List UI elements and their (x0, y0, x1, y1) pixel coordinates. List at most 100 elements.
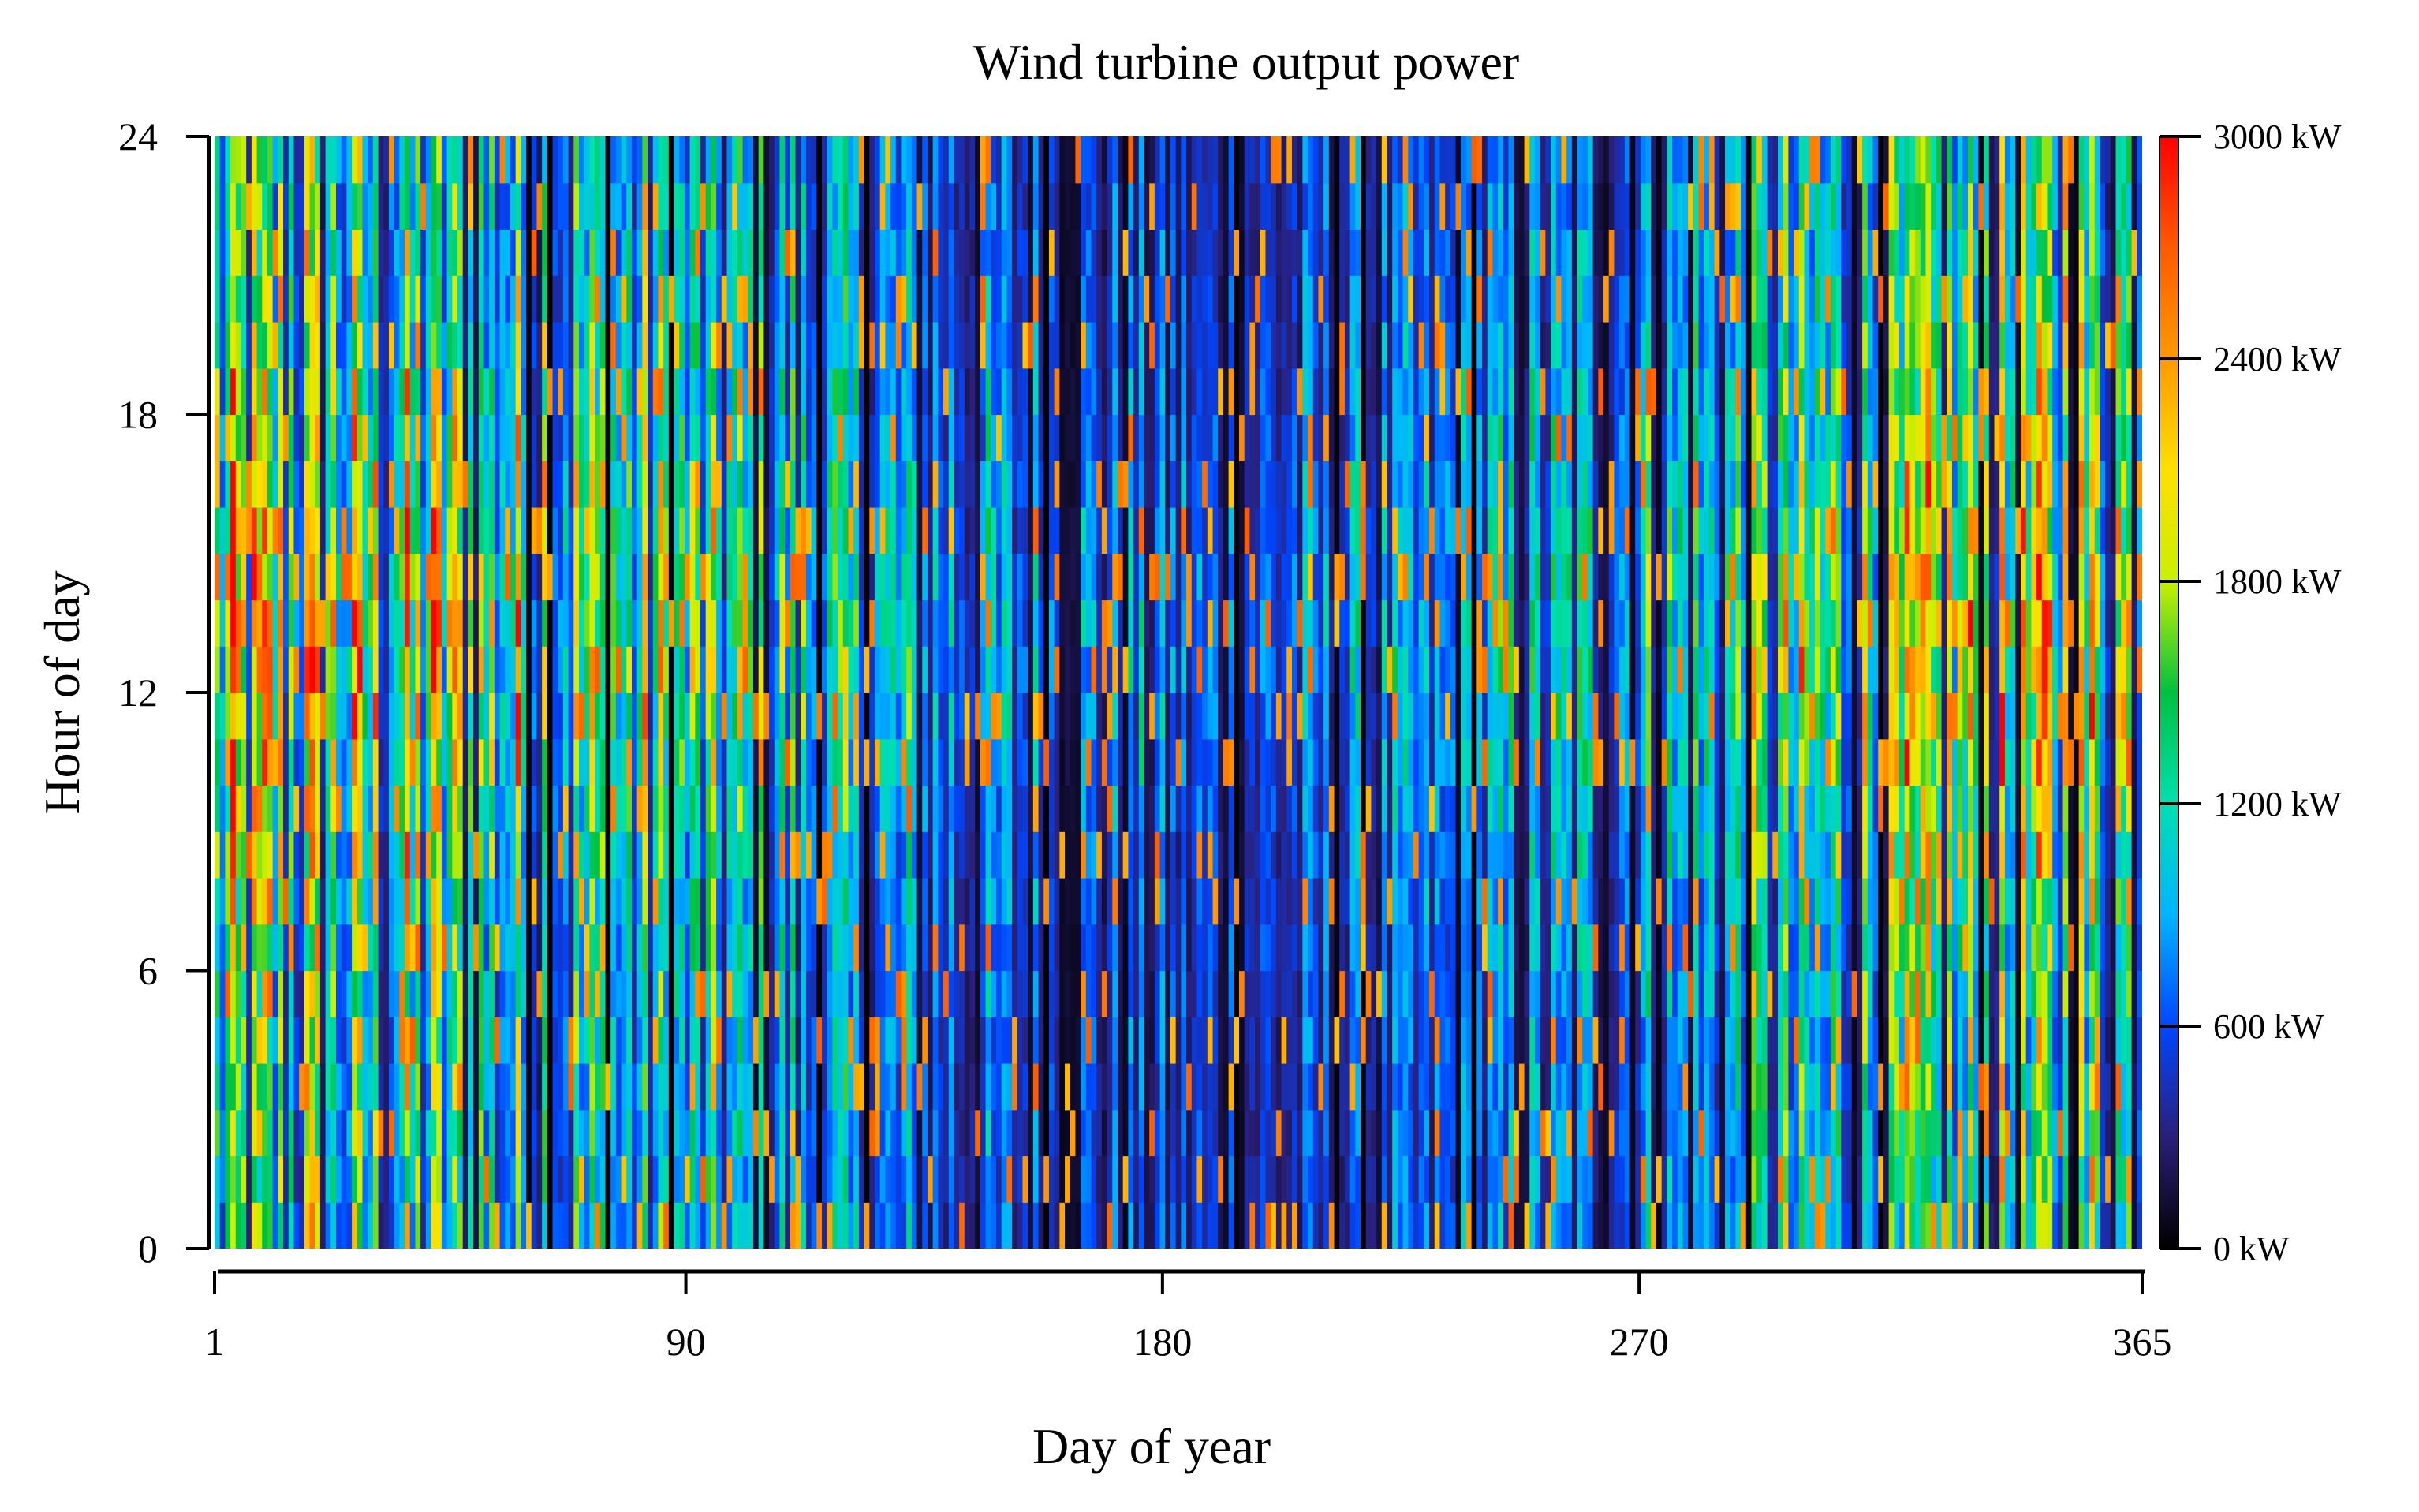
heatmap-cell (372, 785, 379, 832)
heatmap-cell (526, 275, 532, 323)
heatmap-cell (1070, 1063, 1077, 1111)
heatmap-cell (1101, 275, 1108, 323)
heatmap-cell (1017, 646, 1024, 693)
heatmap-cell (394, 785, 400, 832)
heatmap-cell (568, 1202, 574, 1249)
heatmap-cell (1275, 553, 1282, 601)
heatmap-cell (1207, 924, 1214, 972)
heatmap-cell (827, 368, 834, 416)
heatmap-cell (869, 414, 875, 461)
heatmap-cell (299, 738, 305, 786)
heatmap-cell (473, 1155, 480, 1203)
heatmap-cell (441, 507, 448, 554)
heatmap-cell (336, 738, 342, 786)
heatmap-cell (362, 414, 368, 461)
heatmap-cell (230, 368, 237, 416)
heatmap-cell (1081, 322, 1087, 369)
heatmap-cell (346, 507, 353, 554)
heatmap-cell (299, 461, 305, 508)
heatmap-cell (272, 831, 278, 879)
heatmap-cell (1291, 785, 1298, 832)
heatmap-cell (468, 275, 474, 323)
heatmap-cell (853, 693, 860, 740)
heatmap-cell (631, 599, 638, 647)
heatmap-cell (599, 414, 607, 461)
heatmap-cell (304, 646, 311, 693)
heatmap-cell (1138, 136, 1145, 184)
heatmap-cell (378, 785, 384, 832)
heatmap-cell (1291, 970, 1298, 1017)
heatmap-cell (1308, 553, 1314, 601)
heatmap-cell (980, 414, 987, 461)
heatmap-cell (457, 136, 464, 184)
heatmap-cell (1101, 368, 1108, 416)
heatmap-cell (1001, 1017, 1007, 1064)
heatmap-cell (938, 368, 944, 416)
heatmap-cell (330, 553, 337, 601)
heatmap-cell (283, 322, 289, 369)
heatmap-cell (879, 1109, 886, 1157)
heatmap-cell (562, 1155, 569, 1203)
heatmap-cell (711, 1109, 717, 1157)
heatmap-cell (801, 414, 807, 461)
heatmap-cell (315, 553, 321, 601)
heatmap-cell (874, 646, 881, 693)
heatmap-cell (811, 785, 817, 832)
heatmap-cell (272, 1017, 278, 1064)
heatmap-cell (489, 785, 495, 832)
heatmap-cell (288, 1063, 295, 1111)
heatmap-cell (689, 878, 696, 925)
heatmap-cell (293, 507, 300, 554)
heatmap-cell (1191, 693, 1198, 740)
heatmap-cell (716, 646, 722, 693)
heatmap-cell (890, 275, 897, 323)
heatmap-cell (1043, 646, 1050, 693)
heatmap-cell (595, 136, 601, 184)
heatmap-cell (636, 1017, 643, 1064)
heatmap-cell (1101, 1017, 1108, 1064)
heatmap-cell (515, 599, 521, 647)
heatmap-cell (589, 970, 595, 1017)
heatmap-cell (1022, 322, 1028, 369)
heatmap-cell (774, 182, 781, 230)
heatmap-cell (779, 1109, 786, 1157)
heatmap-cell (879, 1017, 886, 1064)
heatmap-cell (558, 322, 564, 369)
heatmap-cell (658, 182, 664, 230)
heatmap-cell (409, 1155, 416, 1203)
heatmap-cell (779, 1202, 786, 1249)
heatmap-cell (1038, 1155, 1044, 1203)
heatmap-cell (1028, 1109, 1034, 1157)
heatmap-cell (726, 1017, 733, 1064)
heatmap-cell (626, 831, 633, 879)
heatmap-cell (558, 599, 564, 647)
heatmap-cell (879, 738, 886, 786)
heatmap-cell (853, 831, 860, 879)
heatmap-cell (816, 553, 823, 601)
heatmap-cell (642, 1202, 648, 1249)
heatmap-cell (262, 785, 268, 832)
heatmap-cell (748, 738, 754, 786)
heatmap-cell (352, 553, 358, 601)
heatmap-cell (531, 322, 538, 369)
heatmap-cell (1112, 1017, 1118, 1064)
heatmap-cell (473, 461, 480, 508)
heatmap-cell (1012, 461, 1018, 508)
heatmap-cell (1281, 553, 1287, 601)
heatmap-cell (752, 414, 760, 461)
heatmap-cell (1001, 275, 1007, 323)
heatmap-cell (626, 693, 633, 740)
heatmap-cell (1291, 646, 1298, 693)
heatmap-cell (885, 646, 891, 693)
heatmap-cell (790, 738, 797, 786)
heatmap-cell (304, 414, 311, 461)
heatmap-cell (1107, 970, 1113, 1017)
heatmap-cell (1165, 831, 1171, 879)
heatmap-cell (621, 275, 627, 323)
heatmap-cell (536, 553, 543, 601)
heatmap-cell (737, 414, 744, 461)
heatmap-cell (1054, 785, 1060, 832)
heatmap-cell (874, 970, 881, 1017)
heatmap-cell (526, 1202, 532, 1249)
heatmap-cell (425, 738, 432, 786)
